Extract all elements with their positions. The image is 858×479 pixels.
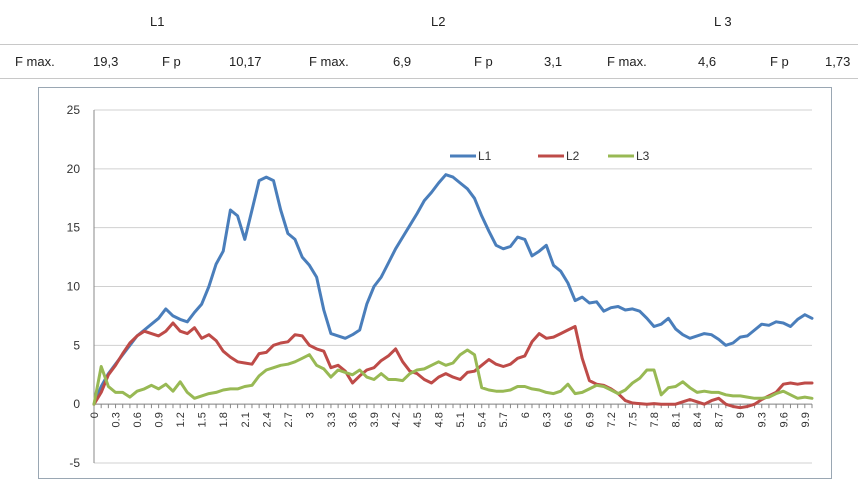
header-l1: L1 xyxy=(150,14,165,29)
x-tick-label: 2.1 xyxy=(240,412,252,427)
header-row: L1 L2 L 3 xyxy=(0,0,858,44)
x-tick-label: 0.6 xyxy=(132,412,144,427)
x-tick-label: 7.2 xyxy=(606,412,618,427)
x-tick-label: 9.6 xyxy=(778,412,790,427)
y-tick-label: 20 xyxy=(67,162,81,176)
l1-fp-label: F p xyxy=(162,54,181,69)
l2-fmax-label: F max. xyxy=(309,54,349,69)
l1-fmax-label: F max. xyxy=(15,54,55,69)
l3-fmax-value: 4,6 xyxy=(698,54,717,69)
x-tick-label: 9 xyxy=(735,412,747,418)
x-tick-label: 0.9 xyxy=(154,412,166,427)
x-tick-label: 1.8 xyxy=(218,412,230,427)
x-tick-label: 4.5 xyxy=(412,412,424,427)
l2-fp-label: F p xyxy=(474,54,493,69)
y-tick-label: 10 xyxy=(67,280,81,294)
x-tick-label: 6 xyxy=(520,412,532,418)
y-tick-label: 5 xyxy=(73,338,80,352)
x-tick-label: 5.7 xyxy=(498,412,510,427)
x-tick-label: 3.6 xyxy=(347,412,359,427)
x-tick-label: 3.9 xyxy=(369,412,381,427)
legend-label-l1: L1 xyxy=(478,149,492,163)
series-line-l3 xyxy=(92,348,814,406)
header-l3: L 3 xyxy=(714,14,732,29)
x-tick-label: 0 xyxy=(89,412,101,418)
x-tick-label: 1.5 xyxy=(197,412,209,427)
series-line-l2 xyxy=(92,321,814,410)
x-tick-label: 3.3 xyxy=(326,412,338,427)
x-tick-label: 8.7 xyxy=(714,412,726,427)
l2-fmax-value: 6,9 xyxy=(393,54,412,69)
legend-label-l3: L3 xyxy=(636,149,650,163)
x-tick-label: 5.4 xyxy=(477,412,489,427)
chart-frame xyxy=(38,87,832,479)
x-tick-label: 7.5 xyxy=(628,412,640,427)
x-tick-label: 4.2 xyxy=(391,412,403,427)
legend-label-l2: L2 xyxy=(566,149,580,163)
x-tick-label: 6.6 xyxy=(563,412,575,427)
l3-fp-label: F p xyxy=(770,54,789,69)
y-tick-label: -5 xyxy=(69,456,80,470)
y-tick-label: 15 xyxy=(67,221,81,235)
x-tick-label: 7.8 xyxy=(649,412,661,427)
l1-fp-value: 10,17 xyxy=(229,54,262,69)
l3-fmax-label: F max. xyxy=(607,54,647,69)
y-tick-label: 0 xyxy=(73,397,80,411)
header-l2: L2 xyxy=(431,14,446,29)
x-tick-label: 3 xyxy=(304,412,316,418)
x-tick-label: 9.9 xyxy=(800,412,812,427)
x-tick-label: 2.7 xyxy=(283,412,295,427)
x-tick-label: 8.1 xyxy=(671,412,683,427)
values-row: F max. 19,3 F p 10,17 F max. 6,9 F p 3,1… xyxy=(0,44,858,79)
x-tick-label: 1.2 xyxy=(175,412,187,427)
x-tick-label: 6.9 xyxy=(584,412,596,427)
x-tick-label: 2.4 xyxy=(261,412,273,427)
x-tick-label: 0.3 xyxy=(111,412,123,427)
l2-fp-value: 3,1 xyxy=(544,54,563,69)
l3-fp-value: 1,73 xyxy=(825,54,851,69)
y-tick-label: 25 xyxy=(67,103,81,117)
x-tick-label: 6.3 xyxy=(541,412,553,427)
x-tick-label: 9.3 xyxy=(757,412,769,427)
series-line-l1 xyxy=(92,173,814,406)
x-tick-label: 8.4 xyxy=(692,412,704,427)
x-tick-label: 4.8 xyxy=(434,412,446,427)
l1-fmax-value: 19,3 xyxy=(93,54,119,69)
x-tick-label: 5.1 xyxy=(455,412,467,427)
